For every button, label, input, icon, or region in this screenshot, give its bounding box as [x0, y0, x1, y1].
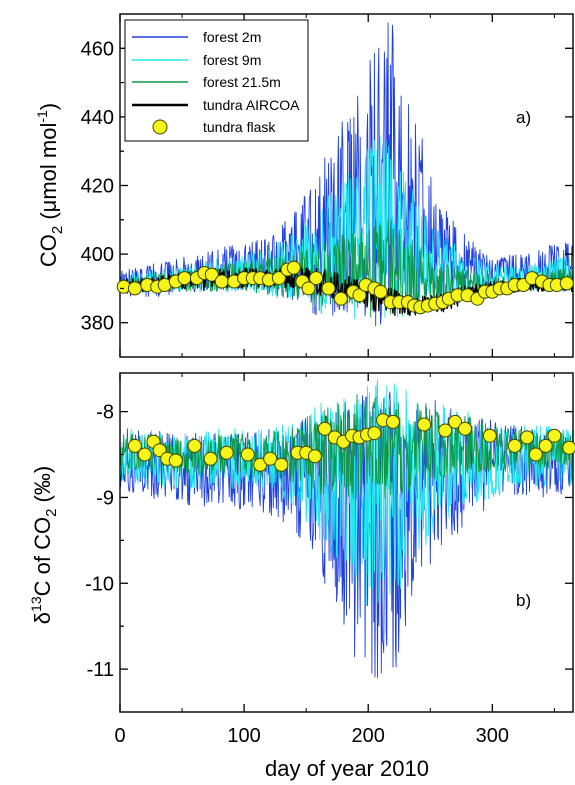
panel-a: 380 400 420 440 460 CO2 (μmol mol-1) a) fore… — [34, 13, 574, 358]
panel-a-flask-point-23 — [333, 291, 348, 306]
panel-a-flask-point-10 — [214, 274, 229, 289]
panel-b-flask-point-15 — [307, 449, 322, 464]
panel-a-ylabel: CO2 (μmol mol-1) — [34, 103, 66, 267]
panel-b-flask-point-25 — [417, 417, 432, 432]
legend-label-tundra-aircoa: tundra AIRCOA — [203, 97, 300, 113]
legend-swatch-tundra-flask — [152, 119, 168, 135]
panel-a-flask-point-16 — [271, 271, 286, 286]
panel-b-label: b) — [516, 591, 531, 610]
panel-b-flask-point-26 — [438, 423, 453, 438]
panel-b-flask-point-12 — [274, 457, 289, 472]
legend-label-tundra-flask: tundra flask — [203, 119, 276, 135]
panel-a-flask-point-22 — [321, 281, 336, 296]
panel-b-series — [120, 379, 574, 678]
panel-a-ytick-label: 420 — [81, 176, 114, 198]
panel-a-label: a) — [516, 108, 531, 127]
panel-b-frame — [119, 372, 574, 713]
panel-a-flask-point-25 — [352, 288, 367, 303]
panel-a-ytick-label: 460 — [81, 38, 114, 60]
panel-b-flask-point-11 — [263, 451, 278, 466]
legend-label-forest-21-5m: forest 21.5m — [203, 74, 281, 90]
x-axis-label: day of year 2010 — [265, 756, 429, 781]
panel-a-flask-point-1 — [127, 281, 142, 296]
panel-b-flask-point-28 — [458, 421, 472, 436]
panel-b: -8 -9 -10 -11 0 100 200 300 δ13C of CO2 (‰) b) — [28, 372, 575, 747]
legend-box — [124, 19, 309, 142]
panel-b-flask-point-6 — [187, 438, 202, 453]
panel-b-flask-point-1 — [137, 447, 152, 462]
panel-a-flask-point-28 — [373, 284, 388, 299]
panel-b-ytick-label: -10 — [85, 573, 114, 595]
panel-b-flask-point-29 — [482, 428, 497, 443]
panel-a-flask-point-51 — [559, 276, 574, 291]
panel-b-series-forest-21-5m — [120, 394, 574, 499]
panel-a-series-forest-9m — [120, 135, 574, 320]
panel-b-flask-point-33 — [538, 438, 553, 453]
panel-a-ytick-label: 380 — [81, 313, 114, 335]
panel-a-flask-point-20 — [301, 281, 316, 296]
panel-b-flask-point-8 — [219, 445, 234, 460]
panel-b-flask-point-34 — [547, 428, 562, 443]
panel-a-ytick-label: 400 — [81, 244, 114, 266]
panel-b-series-forest-2m — [120, 391, 574, 678]
legend-label-forest-2m: forest 2m — [203, 29, 261, 45]
panel-b-flask-point-16 — [317, 421, 332, 436]
panel-b-ytick-label: -9 — [96, 487, 114, 509]
panel-b-flask-point-32 — [528, 447, 543, 462]
panel-b-ytick-label: -11 — [87, 659, 114, 681]
panel-b-ytick-label: -8 — [96, 402, 114, 424]
panel-b-flask-point-7 — [203, 451, 218, 466]
panel-b-flask-point-5 — [168, 453, 183, 468]
panel-b-flask-point-22 — [367, 426, 382, 441]
x-tick-label: 300 — [476, 725, 509, 747]
legend-label-forest-9m: forest 9m — [203, 52, 261, 68]
panel-b-ylabel: δ13C of CO2 (‰) — [28, 466, 60, 624]
panel-b-flask-point-30 — [507, 438, 522, 453]
panel-a-ytick-label: 440 — [81, 107, 114, 129]
panel-b-flask-point-35 — [562, 440, 575, 455]
legend: forest 2m forest 9m forest 21.5m tundra … — [124, 19, 309, 142]
panel-b-flask-point-27 — [448, 414, 463, 429]
panel-b-flask-point-9 — [240, 447, 255, 462]
x-tick-label: 100 — [227, 725, 260, 747]
panel-a-flask-point-21 — [309, 271, 324, 286]
panel-b-flask-point-24 — [386, 414, 400, 429]
panel-a-flask-point-9 — [204, 267, 219, 282]
x-tick-label: 200 — [352, 725, 385, 747]
panel-a-ticks: 380 400 420 440 460 — [81, 14, 573, 357]
panel-b-flask-point-31 — [520, 430, 535, 445]
panel-a-flask-point-18 — [286, 260, 301, 275]
panel-b-ticks: -8 -9 -10 -11 0 100 200 300 — [85, 373, 573, 747]
panel-a-flask-point-6 — [177, 271, 192, 286]
panel-b-flask-point-0 — [127, 438, 142, 453]
x-tick-label: 0 — [114, 725, 125, 747]
